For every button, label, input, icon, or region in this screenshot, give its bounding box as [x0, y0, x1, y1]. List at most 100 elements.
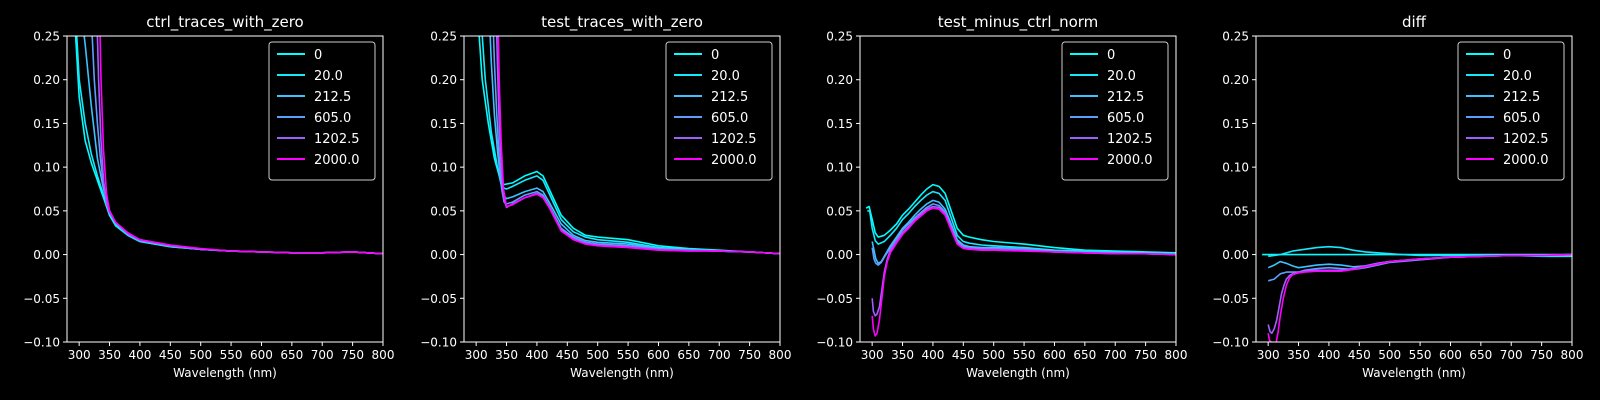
- chart3-legend-box: [1061, 41, 1169, 181]
- chart1-title: ctrl_traces_with_zero: [146, 13, 303, 32]
- chart4-xtick-label: 400: [1317, 348, 1340, 362]
- chart2-plot-area: [478, 36, 780, 255]
- chart3-series-line-5: [871, 207, 1176, 337]
- chart4-plot-area: [1262, 245, 1572, 342]
- chart4-xtick-label: 700: [1500, 348, 1523, 362]
- chart1-ytick-label: 0.05: [33, 204, 60, 218]
- chart1-ytick-label: 0.15: [33, 117, 60, 131]
- chart2-ytick-label: 0.20: [430, 73, 457, 87]
- chart1-xtick-label: 800: [372, 348, 395, 362]
- chart3-series-line-0: [865, 183, 1176, 254]
- chart3-title: test_minus_ctrl_norm: [938, 13, 1099, 32]
- chart4-legend-entry: 1202.5: [1503, 132, 1549, 147]
- chart2-xtick-label: 700: [708, 348, 731, 362]
- chart1-ytick-label: 0.10: [33, 161, 60, 175]
- chart3-xtick-label: 500: [982, 348, 1005, 362]
- chart2-xtick-label: 400: [525, 348, 548, 362]
- chart2-xtick-label: 750: [738, 348, 761, 362]
- chart4-ytick-label: 0.15: [1222, 117, 1249, 131]
- chart2-xtick-label: 350: [495, 348, 518, 362]
- chart1-xtick-label: 550: [220, 348, 243, 362]
- chart1-legend-entry: 212.5: [314, 90, 351, 105]
- chart3-xtick-label: 650: [1073, 348, 1096, 362]
- chart4-series-line-5: [1267, 253, 1572, 342]
- chart3-xtick-label: 800: [1165, 348, 1188, 362]
- chart4-xtick-label: 550: [1409, 348, 1432, 362]
- chart3-legend-entry: 0: [1107, 48, 1115, 63]
- chart1-xtick-label: 350: [98, 348, 121, 362]
- chart1-series-line-5: [99, 36, 383, 255]
- chart3-xtick-label: 550: [1013, 348, 1036, 362]
- chart2-legend-box: [665, 41, 773, 181]
- chart3-ytick-label: 0.05: [826, 204, 853, 218]
- chart1-xtick-label: 750: [341, 348, 364, 362]
- chart3-xtick-label: 600: [1043, 348, 1066, 362]
- chart1-ytick-label: 0.20: [33, 73, 60, 87]
- chart4-xtick-label: 350: [1287, 348, 1310, 362]
- chart2-legend-entry: 2000.0: [711, 153, 757, 168]
- chart1-ytick-label: 0.25: [33, 30, 60, 44]
- chart4-xtick-label: 800: [1561, 348, 1584, 362]
- chart4-ytick-label: 0.00: [1222, 248, 1249, 262]
- chart4-xtick-label: 300: [1257, 348, 1280, 362]
- chart3-ytick-label: −0.10: [816, 336, 853, 350]
- chart1-legend-entry: 0: [314, 48, 322, 63]
- chart2-xtick-label: 450: [556, 348, 579, 362]
- chart1-xlabel: Wavelength (nm): [173, 366, 277, 380]
- chart4-ytick-label: 0.20: [1222, 73, 1249, 87]
- chart4-xtick-label: 600: [1439, 348, 1462, 362]
- chart1-legend-entry: 605.0: [314, 111, 351, 126]
- chart1-xtick-label: 650: [280, 348, 303, 362]
- chart3-legend-entry: 605.0: [1107, 111, 1144, 126]
- chart3-ytick-label: 0.20: [826, 73, 853, 87]
- chart1-legend-box: [268, 41, 376, 181]
- chart3-ytick-label: −0.05: [816, 292, 853, 306]
- chart2-xtick-label: 800: [769, 348, 792, 362]
- chart3-legend-entry: 20.0: [1107, 69, 1136, 84]
- chart3-plot-area: [865, 183, 1176, 337]
- chart2-ytick-label: −0.05: [420, 292, 457, 306]
- chart1-xtick-label: 300: [68, 348, 91, 362]
- chart2-xtick-label: 300: [465, 348, 488, 362]
- chart3-xtick-label: 700: [1104, 348, 1127, 362]
- chart2-legend-entry: 20.0: [711, 69, 740, 84]
- chart2-xtick-label: 550: [617, 348, 640, 362]
- chart1-ytick-label: −0.10: [23, 336, 60, 350]
- chart4-legend-entry: 212.5: [1503, 90, 1540, 105]
- chart3-xtick-label: 350: [891, 348, 914, 362]
- chart3-legend: 0 20.0 212.5 605.0 1202.5 2000.0: [1061, 41, 1169, 181]
- chart1-plot-area: [74, 36, 383, 255]
- chart2-xtick-label: 600: [647, 348, 670, 362]
- chart1-legend-entry: 2000.0: [314, 153, 360, 168]
- chart3-legend-entry: 1202.5: [1107, 132, 1153, 147]
- chart2-ytick-label: 0.15: [430, 117, 457, 131]
- chart3-axes-frame: [859, 35, 1177, 343]
- chart3-panel: test_minus_ctrl_norm 300 350 400 450 500 550 60…: [816, 13, 1187, 380]
- chart4-xtick-label: 450: [1348, 348, 1371, 362]
- chart2-legend-entry: 1202.5: [711, 132, 757, 147]
- chart1-ytick-label: 0.00: [33, 248, 60, 262]
- chart2-legend-entry: 0: [711, 48, 719, 63]
- chart2-xtick-label: 500: [586, 348, 609, 362]
- chart1-legend-entry: 20.0: [314, 69, 343, 84]
- chart4-legend-box: [1457, 41, 1565, 181]
- chart4-xtick-label: 500: [1378, 348, 1401, 362]
- chart4-legend: 0 20.0 212.5 605.0 1202.5 2000.0: [1457, 41, 1565, 181]
- chart2-ytick-label: 0.25: [430, 30, 457, 44]
- chart1-xtick-label: 700: [311, 348, 334, 362]
- chart3-xtick-label: 400: [921, 348, 944, 362]
- chart2-title: test_traces_with_zero: [541, 13, 703, 32]
- chart4-ytick-label: 0.25: [1222, 30, 1249, 44]
- chart4-legend-entry: 0: [1503, 48, 1511, 63]
- chart4-axes-frame: [1255, 35, 1573, 343]
- chart3-legend-entry: 2000.0: [1107, 153, 1153, 168]
- chart4-xlabel: Wavelength (nm): [1362, 366, 1466, 380]
- chart2-series-line-5: [497, 36, 780, 255]
- chart3-xtick-label: 300: [861, 348, 884, 362]
- chart1-xtick-label: 400: [128, 348, 151, 362]
- chart1-xtick-label: 500: [189, 348, 212, 362]
- chart1-panel: ctrl_traces_with_zero 300 350 400 450 500 550 6…: [23, 13, 395, 380]
- chart3-ytick-label: 0.25: [826, 30, 853, 44]
